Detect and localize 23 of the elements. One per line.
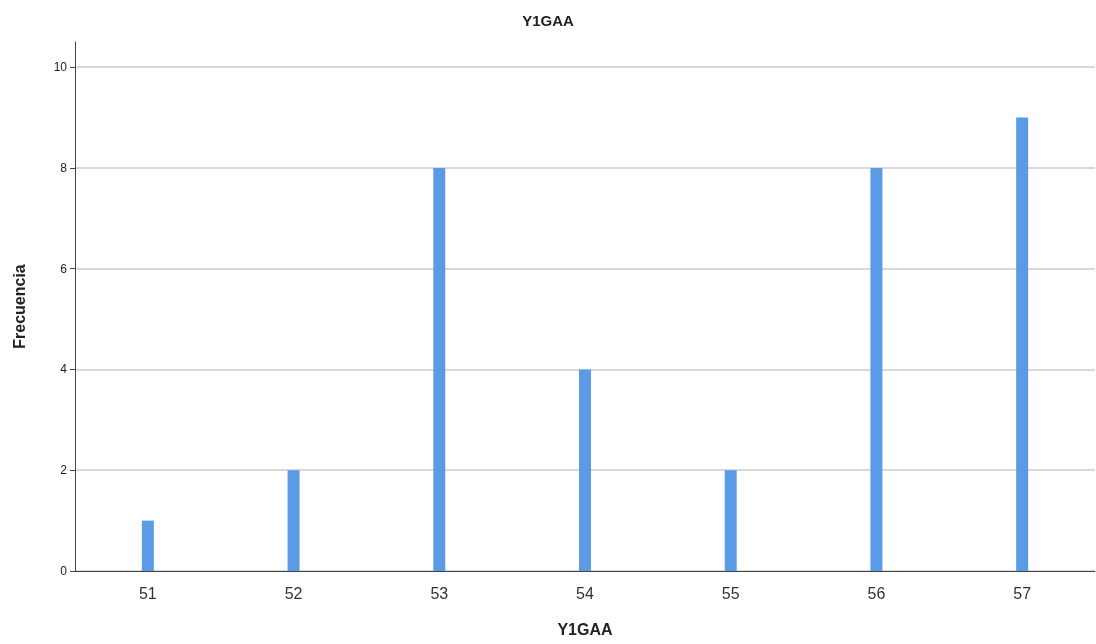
x-axis-title: Y1GAA <box>557 620 614 638</box>
bar <box>870 167 883 571</box>
y-axis-title: Frecuencia <box>10 264 28 349</box>
y-tick-label: 4 <box>60 362 68 377</box>
y-tick-label: 10 <box>53 60 68 75</box>
x-tick-label: 52 <box>284 584 303 602</box>
chart-title: Y1GAA <box>522 12 574 29</box>
x-tick-label: 51 <box>138 584 157 602</box>
x-tick-label: 55 <box>721 584 740 602</box>
x-tick-label: 56 <box>867 584 886 602</box>
bar <box>1016 117 1029 571</box>
y-tick-label: 0 <box>60 564 68 578</box>
bar <box>724 470 737 571</box>
y-tick-label: 6 <box>60 261 68 276</box>
x-tick-label: 57 <box>1013 584 1032 602</box>
bar <box>287 470 300 571</box>
bar <box>579 369 591 571</box>
x-tick-label: 53 <box>430 584 449 602</box>
y-tick-label: 8 <box>60 160 68 175</box>
bar <box>433 167 446 571</box>
bar <box>141 520 154 571</box>
x-tick-label: 54 <box>576 584 594 602</box>
y-tick-label: 2 <box>60 463 68 478</box>
